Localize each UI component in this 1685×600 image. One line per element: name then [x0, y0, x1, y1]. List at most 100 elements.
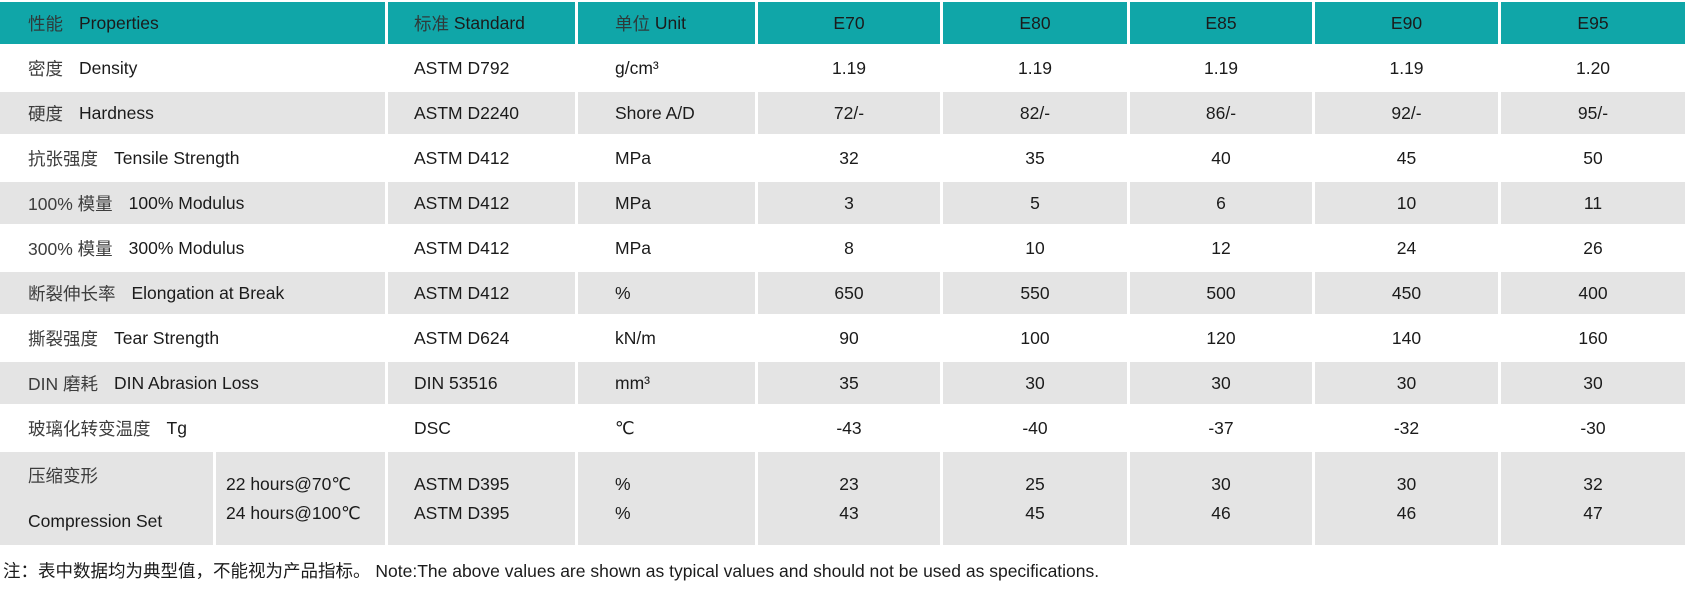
table-header-row: 性能 Properties 标准 Standard 单位 Unit E70 E8… [0, 2, 1685, 44]
col-header-standard-zh: 标准 [414, 13, 449, 34]
property-name: 玻璃化转变温度 Tg [0, 407, 385, 449]
value-cell: -37 [1130, 407, 1312, 449]
value-cell: 72/- [758, 92, 940, 134]
value-cell: 30 [1315, 362, 1498, 404]
test-condition: 22 hours@70℃ [226, 473, 351, 494]
value-cell: 30 [943, 362, 1127, 404]
datasheet-table: 性能 Properties 标准 Standard 单位 Unit E70 E8… [0, 2, 1685, 545]
table-row-density: 密度 Density ASTM D792 g/cm³ 1.19 1.19 1.1… [0, 47, 1685, 89]
unit-cell: MPa [578, 182, 755, 224]
value-cell: 400 [1501, 272, 1685, 314]
table-row-din-abrasion-loss: DIN 磨耗 DIN Abrasion Loss DIN 53516 mm³ 3… [0, 362, 1685, 404]
property-name: 100% 模量 100% Modulus [0, 182, 385, 224]
standard-cell: ASTM D2240 [388, 92, 575, 134]
standard-cell: ASTM D624 [388, 317, 575, 359]
value-cell: 24 [1315, 227, 1498, 269]
value-cell: 140 [1315, 317, 1498, 359]
standard-cell: ASTM D412 [388, 137, 575, 179]
value-cell: 3 [758, 182, 940, 224]
unit-cell: Shore A/D [578, 92, 755, 134]
property-name-en: Tg [166, 417, 187, 438]
value-cell: 35 [758, 362, 940, 404]
standard-cell: ASTM D412 [388, 182, 575, 224]
value-cell: 95/- [1501, 92, 1685, 134]
property-name-zh: DIN 磨耗 [28, 373, 98, 394]
standard-cell: ASTM D412 [388, 272, 575, 314]
value-cell: 5 [943, 182, 1127, 224]
test-condition: 24 hours@100℃ [226, 502, 361, 523]
property-name-en: Density [79, 57, 138, 78]
standard-cell: DIN 53516 [388, 362, 575, 404]
value-cell: 10 [943, 227, 1127, 269]
property-name-zh: 撕裂强度 [28, 328, 98, 349]
value-cell: 500 [1130, 272, 1312, 314]
property-name-en: Tear Strength [114, 327, 220, 348]
property-name-zh: 压缩变形 [28, 465, 98, 486]
property-name: 硬度 Hardness [0, 92, 385, 134]
property-name: 抗张强度 Tensile Strength [0, 137, 385, 179]
value-cell: -30 [1501, 407, 1685, 449]
table-row-tg: 玻璃化转变温度 Tg DSC ℃ -43 -40 -37 -32 -30 [0, 407, 1685, 449]
unit-cell: % % [578, 452, 755, 545]
col-header-properties-en: Properties [79, 12, 159, 33]
col-header-properties-zh: 性能 [28, 13, 63, 34]
property-name-en: Elongation at Break [131, 282, 285, 303]
unit-cell: g/cm³ [578, 47, 755, 89]
value-cell: 90 [758, 317, 940, 359]
value-cell: 8 [758, 227, 940, 269]
col-header-unit-en: Unit [654, 12, 686, 33]
value-cell: 23 43 [758, 452, 940, 545]
value-cell: 32 47 [1501, 452, 1685, 545]
value-cell: -32 [1315, 407, 1498, 449]
property-name-zh: 断裂伸长率 [28, 283, 116, 304]
property-name-en: Tensile Strength [114, 147, 240, 168]
value-cell: 550 [943, 272, 1127, 314]
table-row-300-modulus: 300% 模量 300% Modulus ASTM D412 MPa 8 10 … [0, 227, 1685, 269]
unit-cell: kN/m [578, 317, 755, 359]
col-header-grade-e85: E85 [1130, 2, 1312, 44]
property-name-zh: 密度 [28, 58, 63, 79]
value-cell: 30 46 [1130, 452, 1312, 545]
value-cell: 35 [943, 137, 1127, 179]
unit-cell: % [578, 272, 755, 314]
test-condition-cell: 22 hours@70℃ 24 hours@100℃ [216, 452, 385, 545]
property-name: 压缩变形 Compression Set [0, 452, 213, 545]
value-cell: 30 46 [1315, 452, 1498, 545]
property-name-en: Hardness [79, 102, 154, 123]
property-name-en: 300% Modulus [128, 237, 245, 258]
property-name: 撕裂强度 Tear Strength [0, 317, 385, 359]
value-cell: 120 [1130, 317, 1312, 359]
property-name-zh: 玻璃化转变温度 [28, 418, 151, 439]
value-cell: 30 [1130, 362, 1312, 404]
unit-cell: MPa [578, 137, 755, 179]
col-header-grade-e80: E80 [943, 2, 1127, 44]
property-name-en: DIN Abrasion Loss [114, 372, 259, 393]
value-cell: 40 [1130, 137, 1312, 179]
value-cell: 1.19 [1315, 47, 1498, 89]
col-header-unit-zh: 单位 [615, 13, 650, 34]
value-cell: 1.19 [943, 47, 1127, 89]
value-cell: 650 [758, 272, 940, 314]
col-header-grade-e95: E95 [1501, 2, 1685, 44]
value-cell: 86/- [1130, 92, 1312, 134]
unit-cell: MPa [578, 227, 755, 269]
standard-cell: ASTM D395 ASTM D395 [388, 452, 575, 545]
value-cell: 82/- [943, 92, 1127, 134]
property-name-zh: 硬度 [28, 103, 63, 124]
property-name: 300% 模量 300% Modulus [0, 227, 385, 269]
table-row-tear-strength: 撕裂强度 Tear Strength ASTM D624 kN/m 90 100… [0, 317, 1685, 359]
col-header-unit: 单位 Unit [578, 2, 755, 44]
col-header-properties: 性能 Properties [0, 2, 385, 44]
value-cell: 1.19 [1130, 47, 1312, 89]
property-name: 密度 Density [0, 47, 385, 89]
value-cell: -40 [943, 407, 1127, 449]
table-row-tensile-strength: 抗张强度 Tensile Strength ASTM D412 MPa 32 3… [0, 137, 1685, 179]
col-header-standard-en: Standard [453, 12, 525, 33]
table-row-compression-set: 压缩变形 Compression Set 22 hours@70℃ 24 hou… [0, 452, 1685, 545]
property-name-zh: 抗张强度 [28, 148, 98, 169]
property-name-en: 100% Modulus [128, 192, 245, 213]
value-cell: 30 [1501, 362, 1685, 404]
table-row-elongation-at-break: 断裂伸长率 Elongation at Break ASTM D412 % 65… [0, 272, 1685, 314]
value-cell: 45 [1315, 137, 1498, 179]
value-cell: 25 45 [943, 452, 1127, 545]
